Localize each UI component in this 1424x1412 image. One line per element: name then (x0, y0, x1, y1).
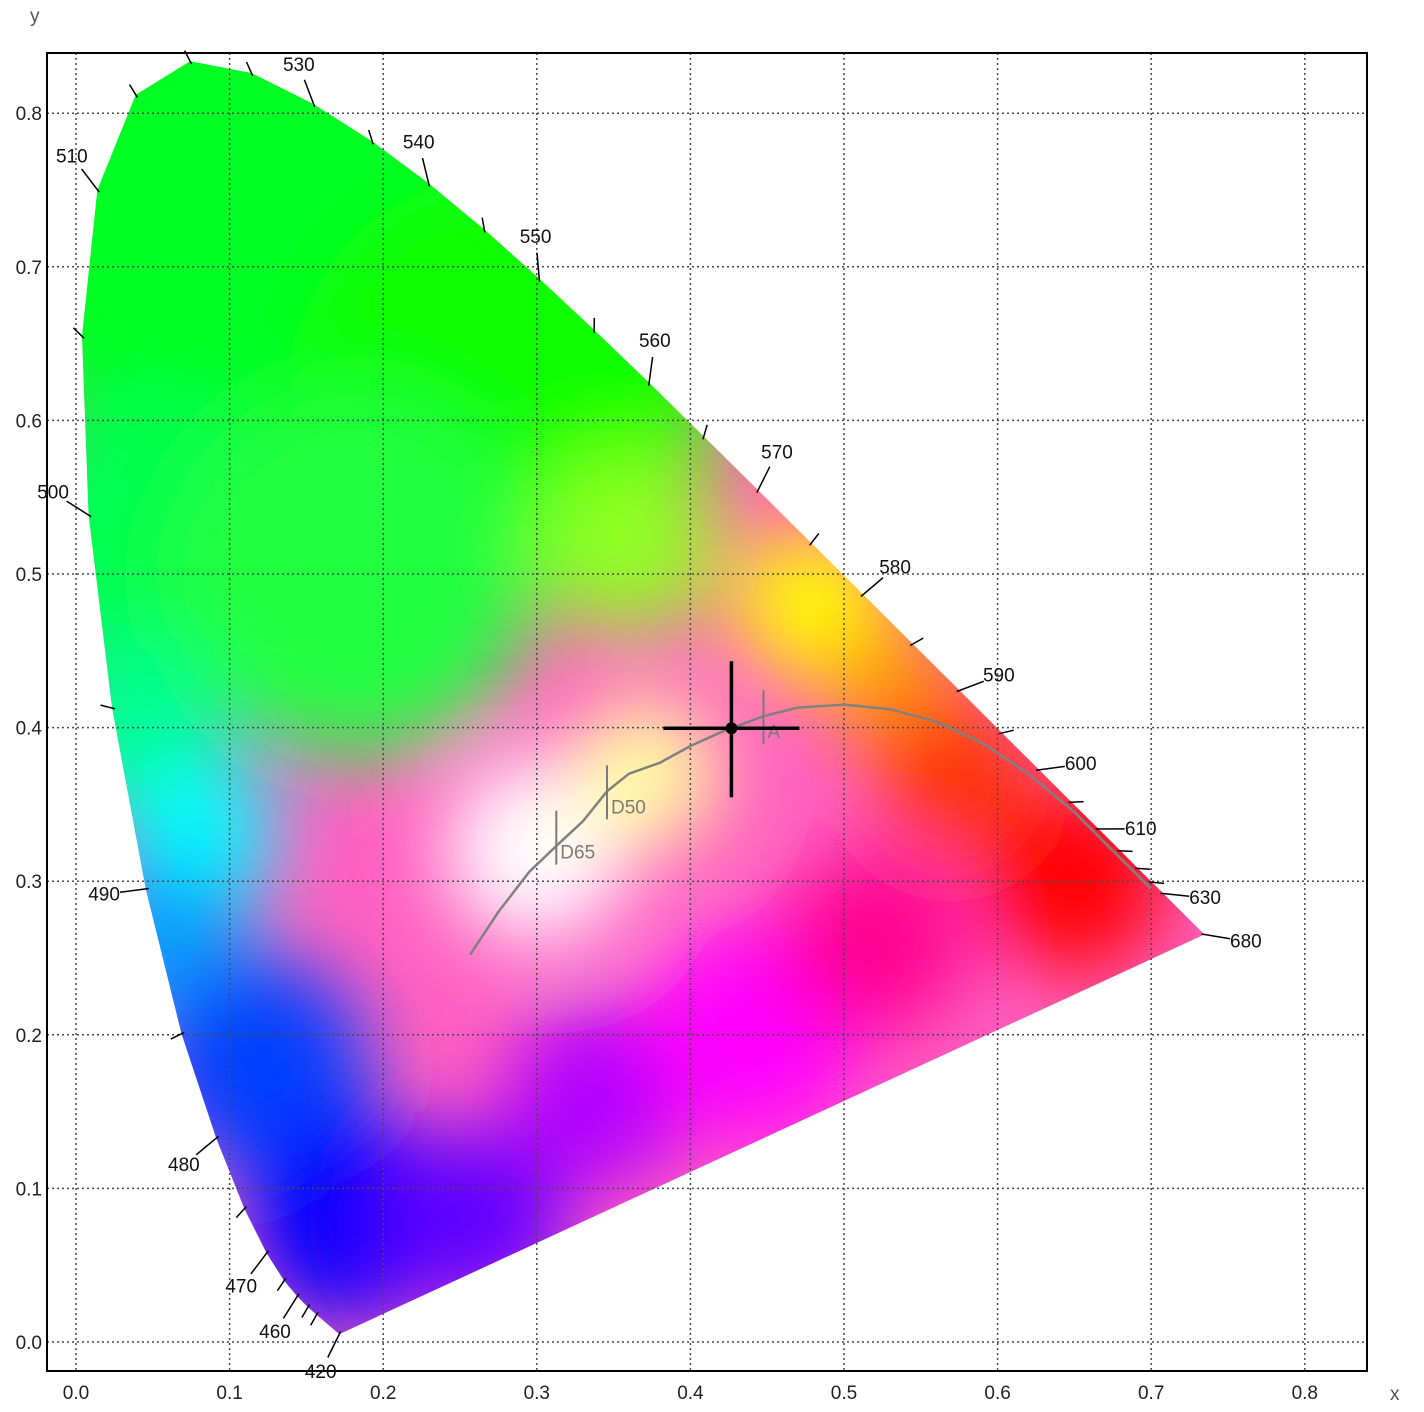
x-tick-label-6: 0.6 (984, 1383, 1010, 1404)
wavelength-label-540: 540 (403, 133, 435, 154)
x-tick-label-7: 0.7 (1138, 1383, 1164, 1404)
y-tick-label-4: 0.4 (16, 719, 43, 740)
x-tick-label-0: 0.0 (63, 1383, 89, 1404)
gamut-blob-5 (537, 451, 721, 635)
wavelength-label-460: 460 (259, 1322, 291, 1343)
gamut-blob-19 (568, 697, 722, 851)
wavelength-label-530: 530 (283, 55, 315, 76)
y-tick-label-3: 0.3 (16, 872, 42, 893)
y-tick-label-1: 0.1 (16, 1179, 42, 1200)
wavelength-label-550: 550 (520, 227, 552, 248)
marker-point (725, 722, 737, 734)
x-tick-label-8: 0.8 (1292, 1383, 1318, 1404)
x-tick-label-2: 0.2 (370, 1383, 396, 1404)
wavelength-label-630: 630 (1189, 888, 1221, 909)
y-tick-label-6: 0.6 (16, 411, 42, 432)
wavelength-label-570: 570 (761, 442, 793, 463)
x-tick-label-1: 0.1 (216, 1383, 242, 1404)
gamut-blob-17 (783, 850, 967, 1034)
x-axis-label: x (1390, 1384, 1400, 1405)
wavelength-label-680: 680 (1230, 932, 1262, 953)
wavelength-label-500: 500 (37, 483, 69, 504)
y-tick-label-7: 0.7 (16, 258, 42, 279)
wavelength-label-580: 580 (879, 557, 911, 578)
wavelength-label-490: 490 (88, 884, 120, 905)
wavelength-label-510: 510 (56, 146, 88, 167)
y-tick-label-0: 0.0 (16, 1333, 42, 1354)
x-tick-label-3: 0.3 (524, 1383, 550, 1404)
y-tick-label-8: 0.8 (16, 104, 42, 125)
wavelength-tick-605 (1069, 802, 1084, 803)
wavelength-label-420: 420 (305, 1362, 337, 1383)
illuminant-label-D50: D50 (611, 797, 646, 818)
x-tick-label-4: 0.4 (677, 1383, 704, 1404)
y-tick-label-5: 0.5 (16, 565, 42, 586)
wavelength-label-610: 610 (1125, 819, 1157, 840)
y-tick-label-2: 0.2 (16, 1026, 42, 1047)
wavelength-label-470: 470 (225, 1277, 257, 1298)
wavelength-label-600: 600 (1065, 754, 1097, 775)
illuminant-label-D65: D65 (560, 843, 595, 864)
wavelength-label-560: 560 (639, 331, 671, 352)
wavelength-label-480: 480 (168, 1155, 200, 1176)
y-axis-label: y (30, 6, 40, 27)
x-tick-label-5: 0.5 (831, 1383, 857, 1404)
illuminant-label-A: A (768, 722, 781, 743)
wavelength-label-590: 590 (983, 666, 1015, 687)
wavelength-tick-615 (1118, 851, 1133, 852)
